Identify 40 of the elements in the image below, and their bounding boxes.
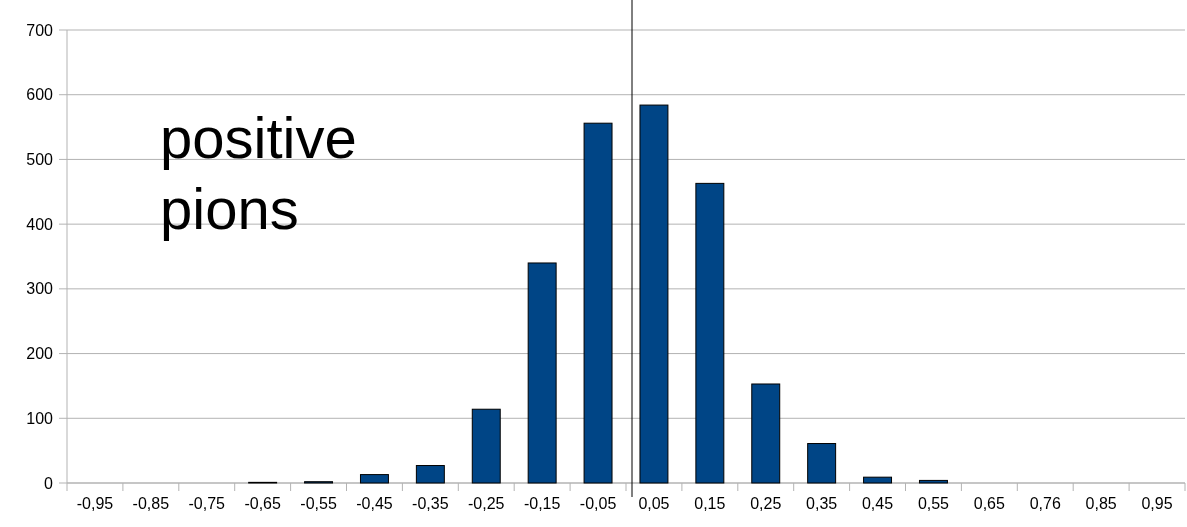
x-tick-label: -0,95	[76, 495, 114, 512]
x-tick-label: -0,45	[356, 495, 393, 512]
y-tick-label: 500	[26, 151, 54, 169]
bar	[415, 465, 445, 484]
bar	[583, 122, 613, 484]
bar	[639, 104, 669, 484]
x-tick-label: -0,05	[579, 495, 617, 512]
x-tick-label: -0,25	[468, 495, 505, 512]
x-tick-label: 0,45	[861, 495, 894, 512]
bar	[807, 443, 837, 484]
bar	[695, 182, 725, 484]
x-tick-label: 0,55	[917, 495, 950, 512]
bar	[863, 476, 893, 484]
bar	[471, 408, 501, 484]
y-tick-label: 600	[26, 86, 54, 104]
x-tick-label: -0,85	[132, 495, 170, 512]
y-tick-label: 100	[26, 409, 54, 427]
y-tick-label: 0	[44, 474, 54, 492]
x-tick-label: -0,75	[188, 495, 226, 512]
x-tick-label: 0,15	[694, 495, 726, 512]
bar	[359, 474, 389, 484]
x-tick-label: -0,65	[244, 495, 281, 512]
y-tick-label: 200	[26, 345, 54, 363]
x-tick-label: 0,76	[1029, 495, 1061, 512]
x-tick-label: 0,05	[638, 495, 670, 512]
y-tick-label: 700	[26, 21, 54, 39]
x-tick-label: 0,25	[750, 495, 782, 512]
x-tick-label: -0,15	[523, 495, 561, 512]
y-tick-label: 400	[26, 215, 54, 233]
annotation: positive pions	[160, 105, 357, 241]
x-tick-label: 0,85	[1085, 495, 1117, 512]
y-tick-label: 300	[26, 280, 54, 298]
x-tick-label: -0,55	[300, 495, 337, 512]
x-tick-label: -0,35	[412, 495, 449, 512]
bar	[751, 383, 781, 484]
bar	[527, 262, 557, 484]
x-tick-label: 0,35	[806, 495, 838, 512]
x-tick-label: 0,95	[1141, 495, 1173, 512]
x-tick-label: 0,65	[973, 495, 1006, 512]
bar	[918, 479, 948, 484]
